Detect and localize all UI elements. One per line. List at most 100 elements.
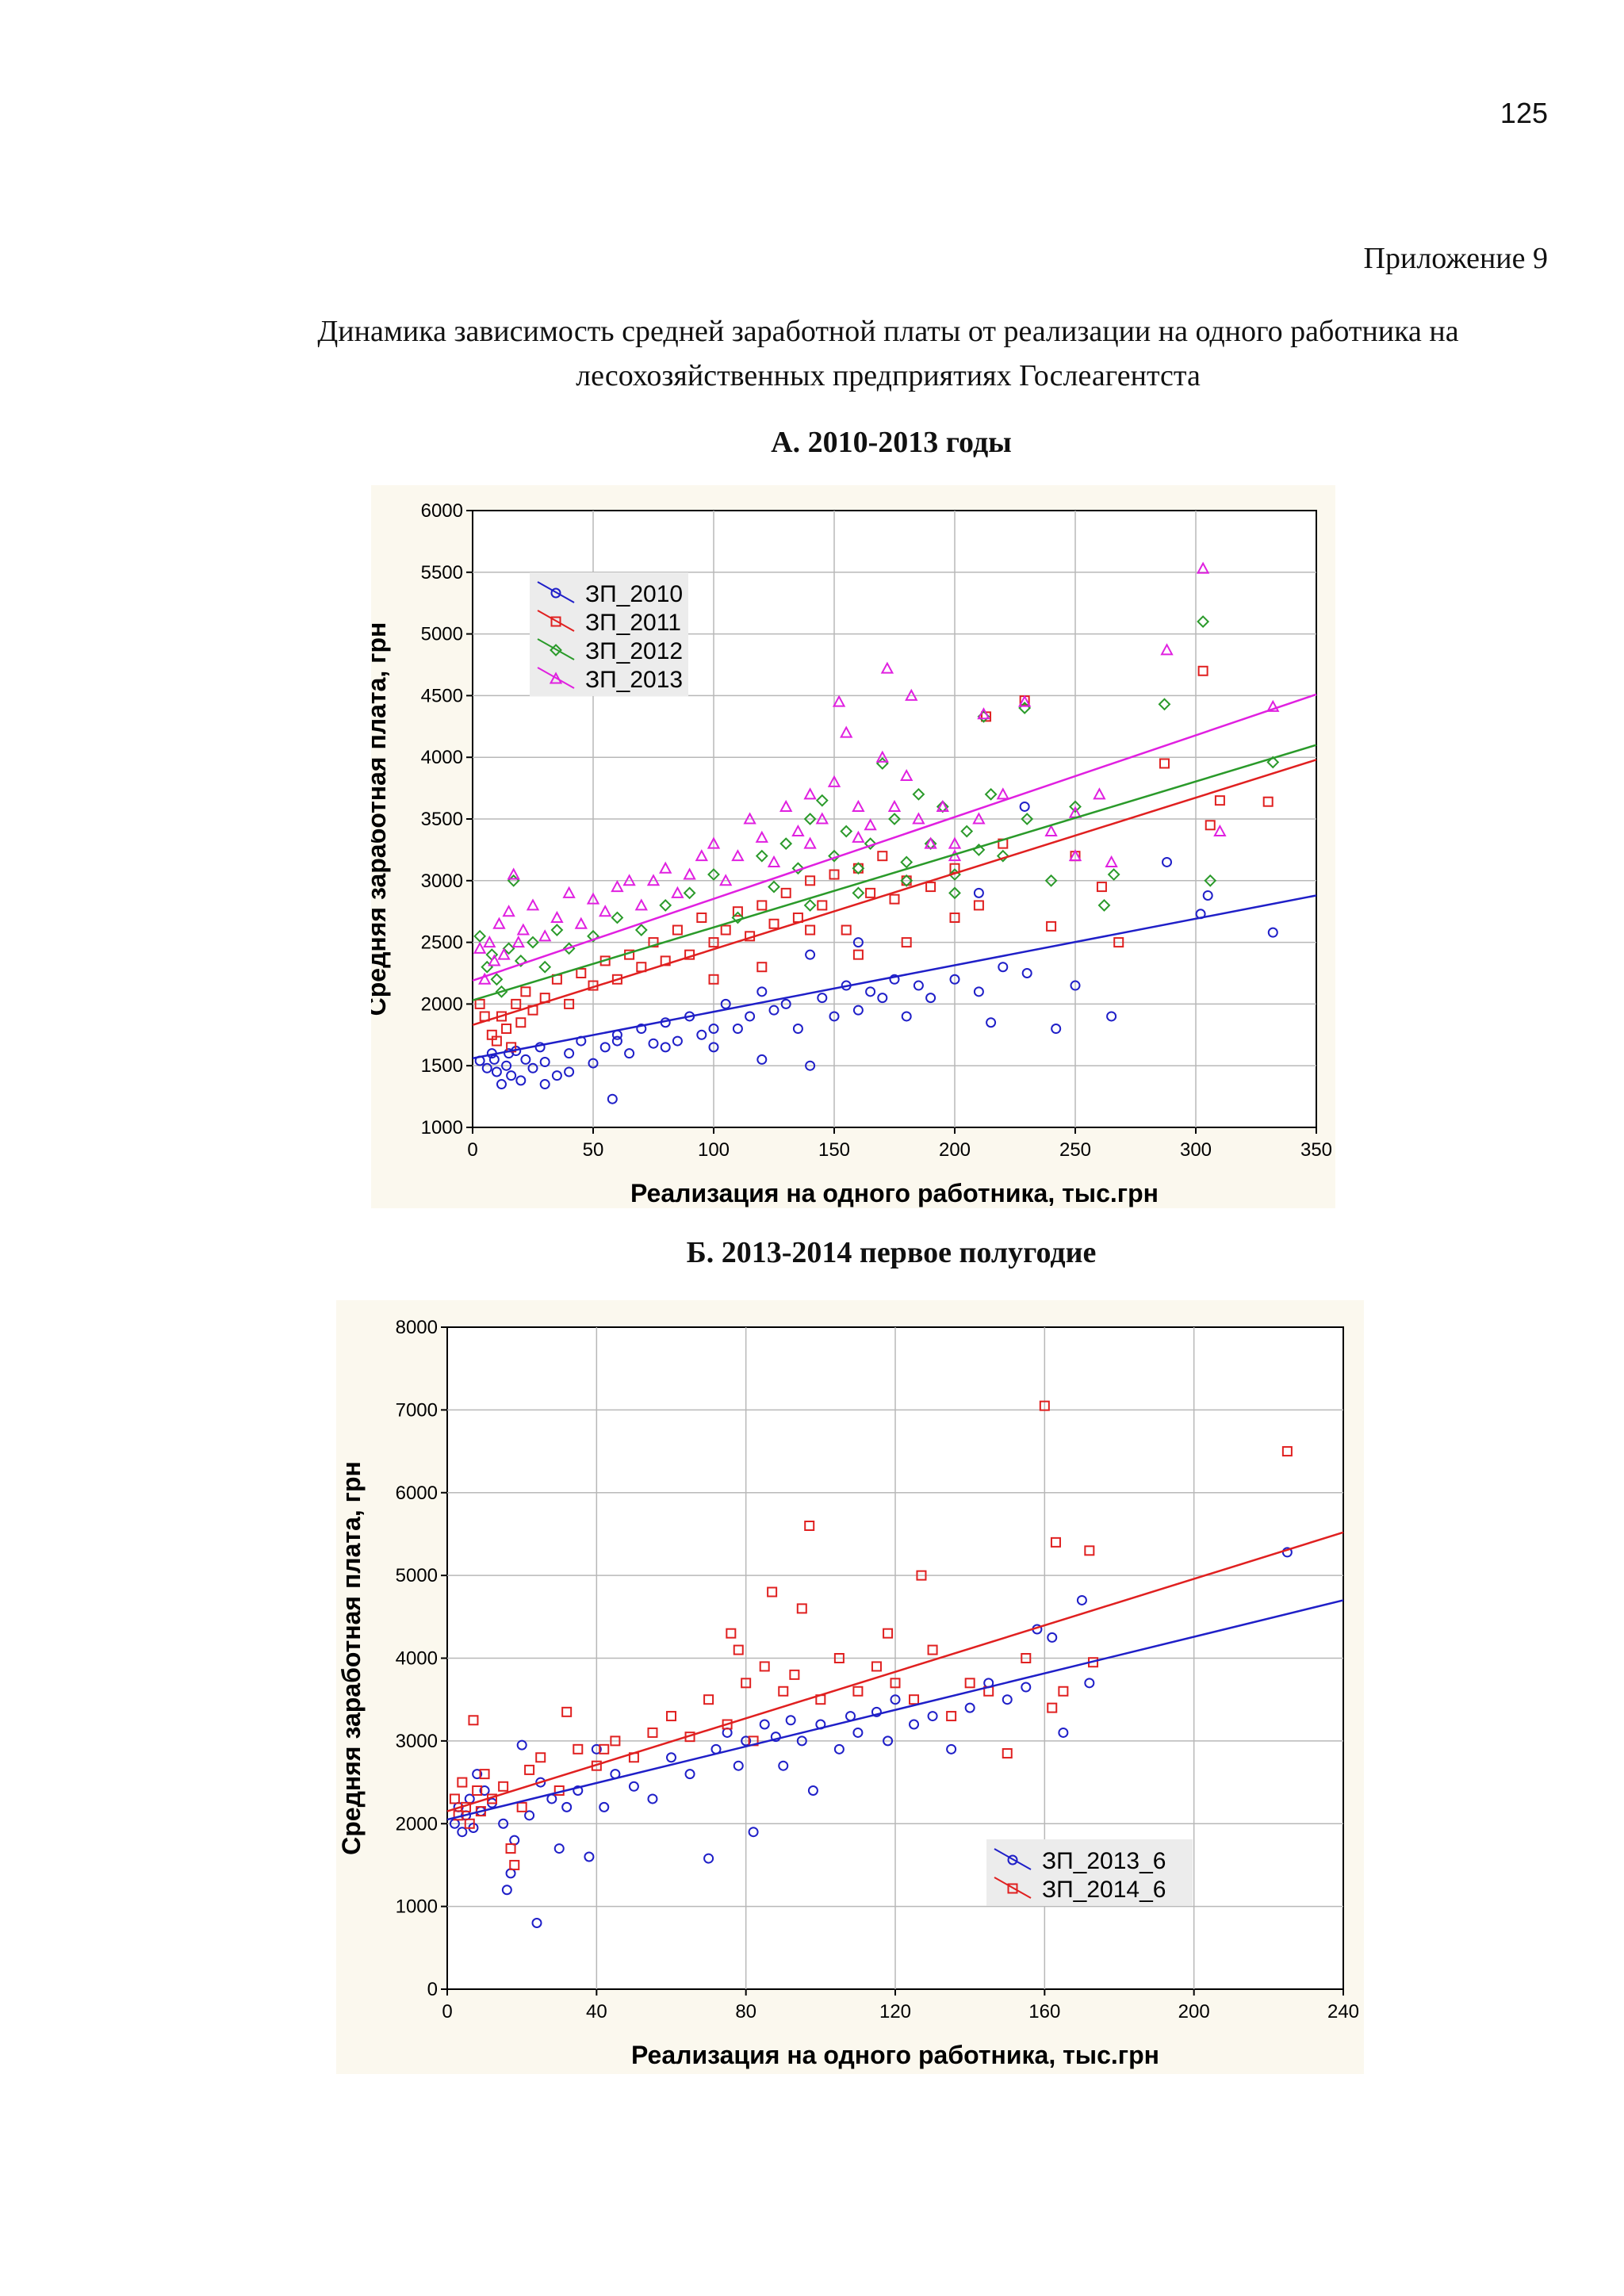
data-point <box>1105 855 1118 867</box>
data-point <box>964 1702 975 1713</box>
data-point <box>1202 890 1213 901</box>
data-point <box>1017 695 1032 707</box>
data-point <box>748 1827 759 1838</box>
data-point <box>497 947 511 960</box>
data-point <box>745 1011 756 1022</box>
data-point <box>817 900 828 911</box>
data-point <box>1213 824 1227 837</box>
data-point <box>852 799 865 812</box>
data-point <box>490 973 504 986</box>
y-tick-label: 2500 <box>421 932 463 954</box>
data-point <box>864 818 877 831</box>
data-point <box>660 1042 671 1053</box>
data-point <box>905 688 918 701</box>
data-point <box>973 887 984 898</box>
data-point <box>925 882 936 893</box>
data-point <box>703 1853 714 1864</box>
data-point <box>1044 874 1058 887</box>
data-point <box>948 836 962 849</box>
data-point <box>586 892 600 905</box>
data-point <box>516 1801 527 1812</box>
data-point <box>573 1785 584 1796</box>
data-point <box>1281 1547 1293 1558</box>
y-tick-label: 6000 <box>421 500 463 522</box>
data-point <box>591 1743 602 1755</box>
chart-b: 0 40 80 120 160 200 240 0 1000 2000 3000 4000 5000 60… <box>336 1300 1364 2074</box>
data-point <box>666 1752 676 1763</box>
data-point <box>949 974 960 985</box>
data-point <box>524 1764 535 1775</box>
legend-label: ЗП_2011 <box>585 610 681 636</box>
data-point <box>507 867 520 880</box>
data-point <box>946 1711 957 1722</box>
data-point <box>759 1719 770 1730</box>
data-point <box>732 1024 743 1035</box>
data-point <box>703 1694 714 1705</box>
data-point <box>927 1644 938 1655</box>
data-point <box>833 1743 845 1755</box>
data-point <box>659 861 672 874</box>
data-point <box>1021 813 1034 825</box>
data-point <box>1197 665 1208 676</box>
data-point <box>877 851 888 862</box>
data-point <box>610 1735 621 1747</box>
data-point <box>488 954 501 966</box>
data-point <box>720 998 731 1009</box>
data-point <box>996 787 1009 800</box>
data-point <box>877 993 888 1004</box>
data-point <box>535 1752 546 1763</box>
data-point <box>539 1079 550 1090</box>
data-point <box>883 1735 894 1747</box>
data-point <box>1047 1632 1058 1643</box>
data-point <box>889 894 900 905</box>
data-point <box>865 986 876 997</box>
data-point <box>647 1793 658 1804</box>
data-point <box>526 898 540 911</box>
data-point <box>948 886 961 900</box>
x-tick-label: 350 <box>1300 1139 1332 1161</box>
data-point <box>778 1760 789 1771</box>
data-point <box>628 1781 639 1792</box>
y-tick-label: 8000 <box>396 1317 438 1338</box>
data-point <box>501 1885 512 1896</box>
fit-line <box>472 894 1317 1060</box>
data-point <box>785 1715 796 1726</box>
x-tick-label: 100 <box>698 1139 730 1161</box>
data-point <box>648 937 659 948</box>
y-tick-label: 6000 <box>396 1483 438 1504</box>
data-point <box>733 1644 744 1655</box>
data-point <box>708 1024 719 1035</box>
data-point <box>778 1686 789 1697</box>
data-point <box>562 886 576 898</box>
data-point <box>791 824 805 837</box>
data-point <box>622 874 636 886</box>
data-point <box>890 1694 901 1705</box>
data-point <box>852 862 865 875</box>
y-tick-label: 1000 <box>396 1896 438 1918</box>
data-point <box>534 1042 546 1053</box>
data-point <box>511 936 525 948</box>
data-point <box>852 1686 864 1697</box>
fit-line <box>472 759 1317 1027</box>
data-point <box>731 911 745 924</box>
data-point <box>756 900 768 911</box>
data-point <box>743 812 756 825</box>
data-point <box>759 1661 770 1672</box>
data-point <box>509 1859 520 1870</box>
data-point <box>457 1827 468 1838</box>
data-point <box>946 1743 957 1755</box>
data-point <box>803 836 817 849</box>
data-point <box>832 695 846 707</box>
data-point <box>506 1070 517 1081</box>
data-point <box>986 1017 997 1028</box>
data-point <box>1162 856 1173 867</box>
data-point <box>889 974 900 985</box>
y-tick-label: 5000 <box>421 624 463 645</box>
series-2 <box>449 1400 1293 1870</box>
data-point <box>1051 1024 1062 1035</box>
data-point <box>909 1694 920 1705</box>
data-point <box>852 830 865 843</box>
x-tick-label: 160 <box>1028 2001 1060 2022</box>
data-point <box>890 1678 901 1689</box>
data-point <box>840 725 853 738</box>
